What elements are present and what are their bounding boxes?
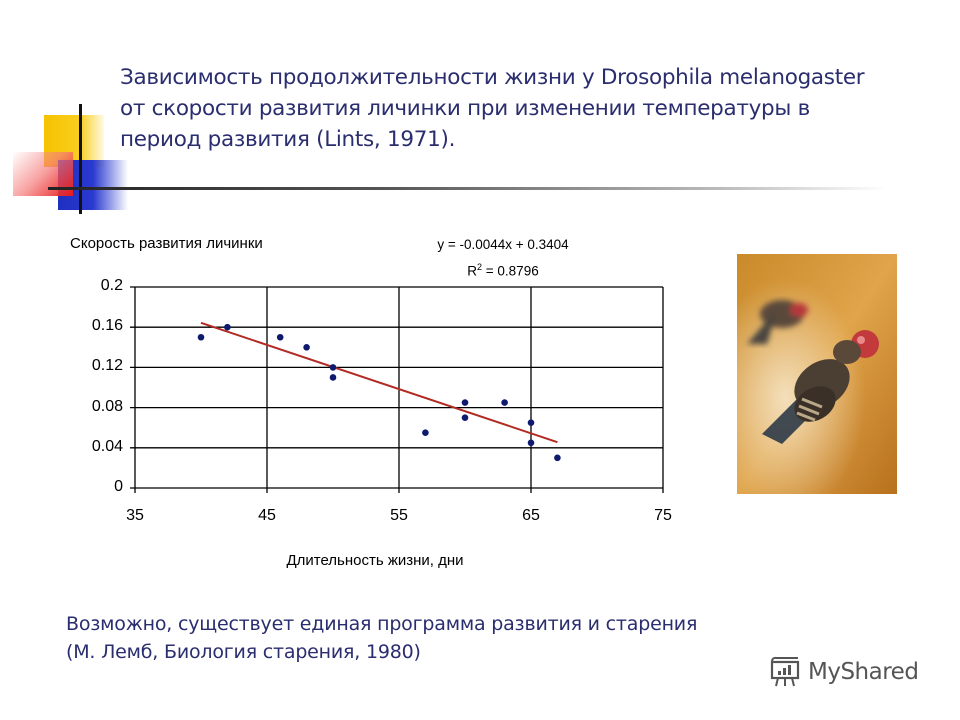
trendline	[200, 321, 558, 444]
x-tick-label: 35	[126, 507, 144, 524]
data-point	[527, 439, 535, 447]
presentation-board-icon	[770, 656, 800, 687]
x-tick-label: 45	[258, 507, 276, 524]
data-point	[501, 399, 508, 406]
chart-y-axis-label: Скорость развития личинки	[70, 235, 263, 252]
data-point	[224, 323, 231, 331]
data-point	[329, 364, 337, 371]
data-point	[461, 399, 469, 406]
note-line-1: Возможно, существует единая программа ра…	[66, 613, 698, 635]
data-point	[554, 454, 561, 462]
x-tick-label: 55	[390, 507, 408, 524]
myshared-watermark[interactable]: MyShared	[768, 656, 919, 688]
y-tick-label: 0.04	[91, 437, 123, 455]
data-point	[197, 333, 205, 341]
y-tick-label: 0.08	[91, 397, 123, 415]
y-tick-label: 0	[114, 478, 123, 495]
data-point	[527, 419, 535, 426]
y-tick-label: 0.2	[100, 277, 123, 294]
slide-note: Возможно, существует единая программа ра…	[66, 610, 697, 666]
trendline-equation: y = -0.0044x + 0.3404 R2 = 0.8796	[428, 234, 578, 283]
slide-title: Зависимость продолжительности жизни у Dr…	[120, 65, 865, 152]
r-squared: R2 = 0.8796	[467, 262, 539, 279]
data-point	[303, 344, 310, 351]
equation-text: y = -0.0044x + 0.3404	[437, 237, 569, 252]
title-underline	[48, 187, 888, 190]
x-tick-label: 65	[522, 507, 540, 524]
y-tick-label: 0.12	[91, 357, 123, 375]
chart-x-axis-label: Длительность жизни, дни	[286, 552, 464, 569]
data-point	[276, 333, 284, 341]
x-tick-label: 75	[654, 507, 672, 524]
scatter-plot	[130, 286, 664, 493]
drosophila-photo	[737, 254, 897, 494]
data-point	[461, 414, 469, 421]
watermark-text: MyShared	[808, 659, 919, 685]
data-point	[422, 429, 429, 437]
data-point	[329, 374, 337, 381]
y-tick-label: 0.16	[91, 317, 123, 335]
note-line-2: (М. Лемб, Биология старения, 1980)	[66, 641, 421, 663]
decor-vertical-line	[79, 104, 82, 214]
